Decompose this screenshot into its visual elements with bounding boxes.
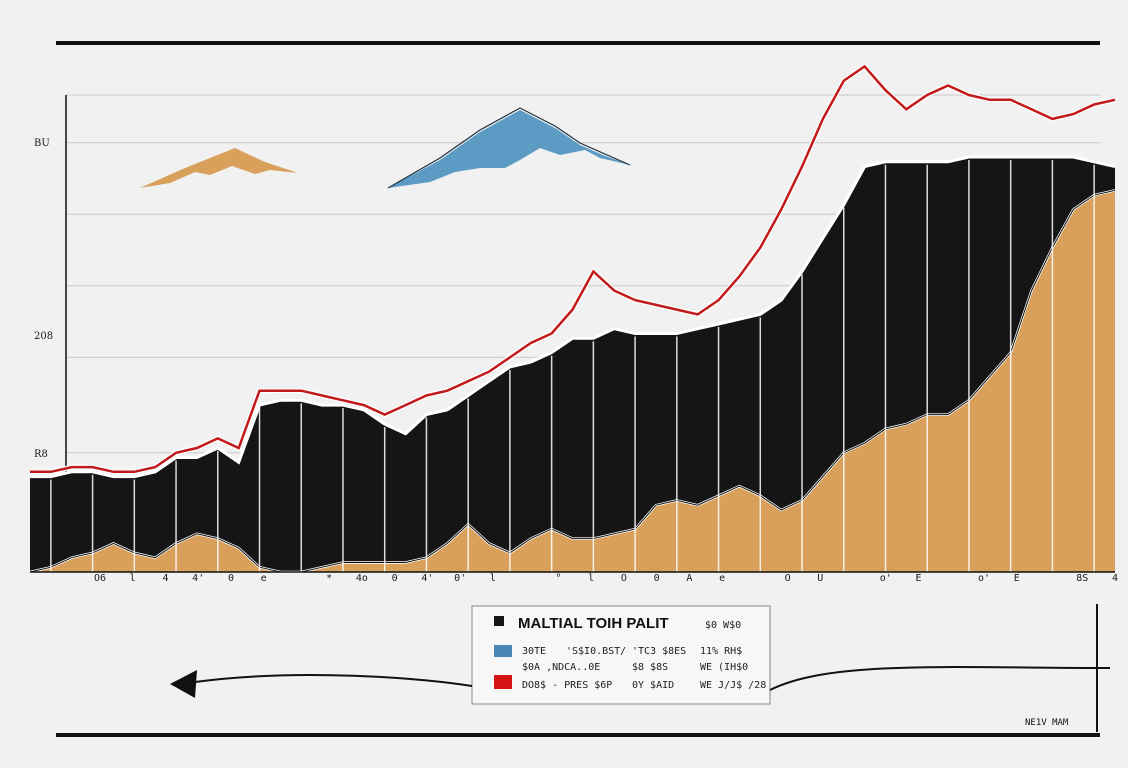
x-tick-label: E — [915, 573, 921, 584]
legend-row-2-col3: $8 $8S — [632, 662, 668, 673]
x-tick-label: e — [719, 573, 725, 584]
x-tick-label: ° — [555, 573, 561, 584]
legend-subtitle: $0 W$0 — [705, 620, 741, 631]
x-tick-label: * — [326, 573, 332, 584]
legend-row-1-col1: 30TE — [522, 646, 546, 657]
x-tick-label: U — [817, 573, 823, 584]
x-tick-label: o' — [880, 573, 892, 584]
x-tick-label: O6 — [94, 573, 106, 584]
y-tick-label: BU — [34, 138, 50, 149]
x-tick-label: 4' — [421, 573, 433, 584]
x-tick-label: 0 — [654, 573, 660, 584]
x-tick-label: 0' — [454, 573, 466, 584]
x-tick-label: 4o — [356, 573, 368, 584]
legend-row-3-col3: 0Y $AID — [632, 680, 674, 691]
legend-title-marker — [494, 616, 504, 626]
x-tick-label: 8S — [1076, 573, 1088, 584]
y-tick-label: R8 — [34, 449, 48, 460]
legend-swatch-blue — [494, 645, 512, 657]
x-tick-label: e — [261, 573, 267, 584]
legend-row-1-col2: 'S$I0.BST/ — [566, 646, 626, 657]
orange-area-edge — [29, 189, 1116, 573]
x-tick-label: 0 — [228, 573, 234, 584]
legend-title: MALTIAL TOIH PALIT — [518, 615, 669, 632]
corner-label: NE1V MAM — [1025, 718, 1069, 728]
legend-row-3-col4: WE J/J$ /28 — [700, 680, 766, 691]
blue-mountain-decoration — [387, 107, 631, 189]
y-tick-label: 208 — [34, 331, 53, 342]
x-tick-label: o' — [978, 573, 990, 584]
dark-area-outline — [30, 155, 1116, 479]
legend-row-2-col4: WE (IH$0 — [700, 662, 748, 673]
x-tick-label: l — [490, 573, 496, 584]
legend-row-2-col1: $0A ,NDCA..0E — [522, 662, 600, 673]
left-arrow-icon — [170, 670, 473, 698]
legend: MALTIAL TOIH PALIT $0 W$0 30TE 'S$I0.BST… — [471, 605, 771, 705]
red-line — [30, 64, 1116, 474]
x-tick-label: O — [621, 573, 627, 584]
x-tick-label: O — [785, 573, 791, 584]
legend-row-3-col1: DO8$ - PRES $6P — [522, 680, 612, 691]
x-tick-label: 4 — [1112, 573, 1118, 584]
legend-box — [471, 605, 771, 705]
x-tick-label: 0 — [392, 573, 398, 584]
legend-swatch-red — [494, 675, 512, 689]
legend-row-1-col4: 11% RH$ — [700, 646, 742, 657]
x-tick-label: l — [130, 573, 136, 584]
x-tick-label: 4' — [192, 573, 204, 584]
x-tick-label: A — [686, 573, 692, 584]
red-line-series — [30, 63, 1116, 475]
x-tick-label: E — [1014, 573, 1020, 584]
x-tick-label: 4 — [162, 573, 168, 584]
right-connector — [769, 604, 1111, 732]
orange-mountain-decoration — [140, 148, 298, 188]
legend-row-1-col3: 'TC3 $8ES — [632, 646, 686, 657]
column-dividers — [50, 160, 1095, 572]
x-tick-label: l — [588, 573, 594, 584]
